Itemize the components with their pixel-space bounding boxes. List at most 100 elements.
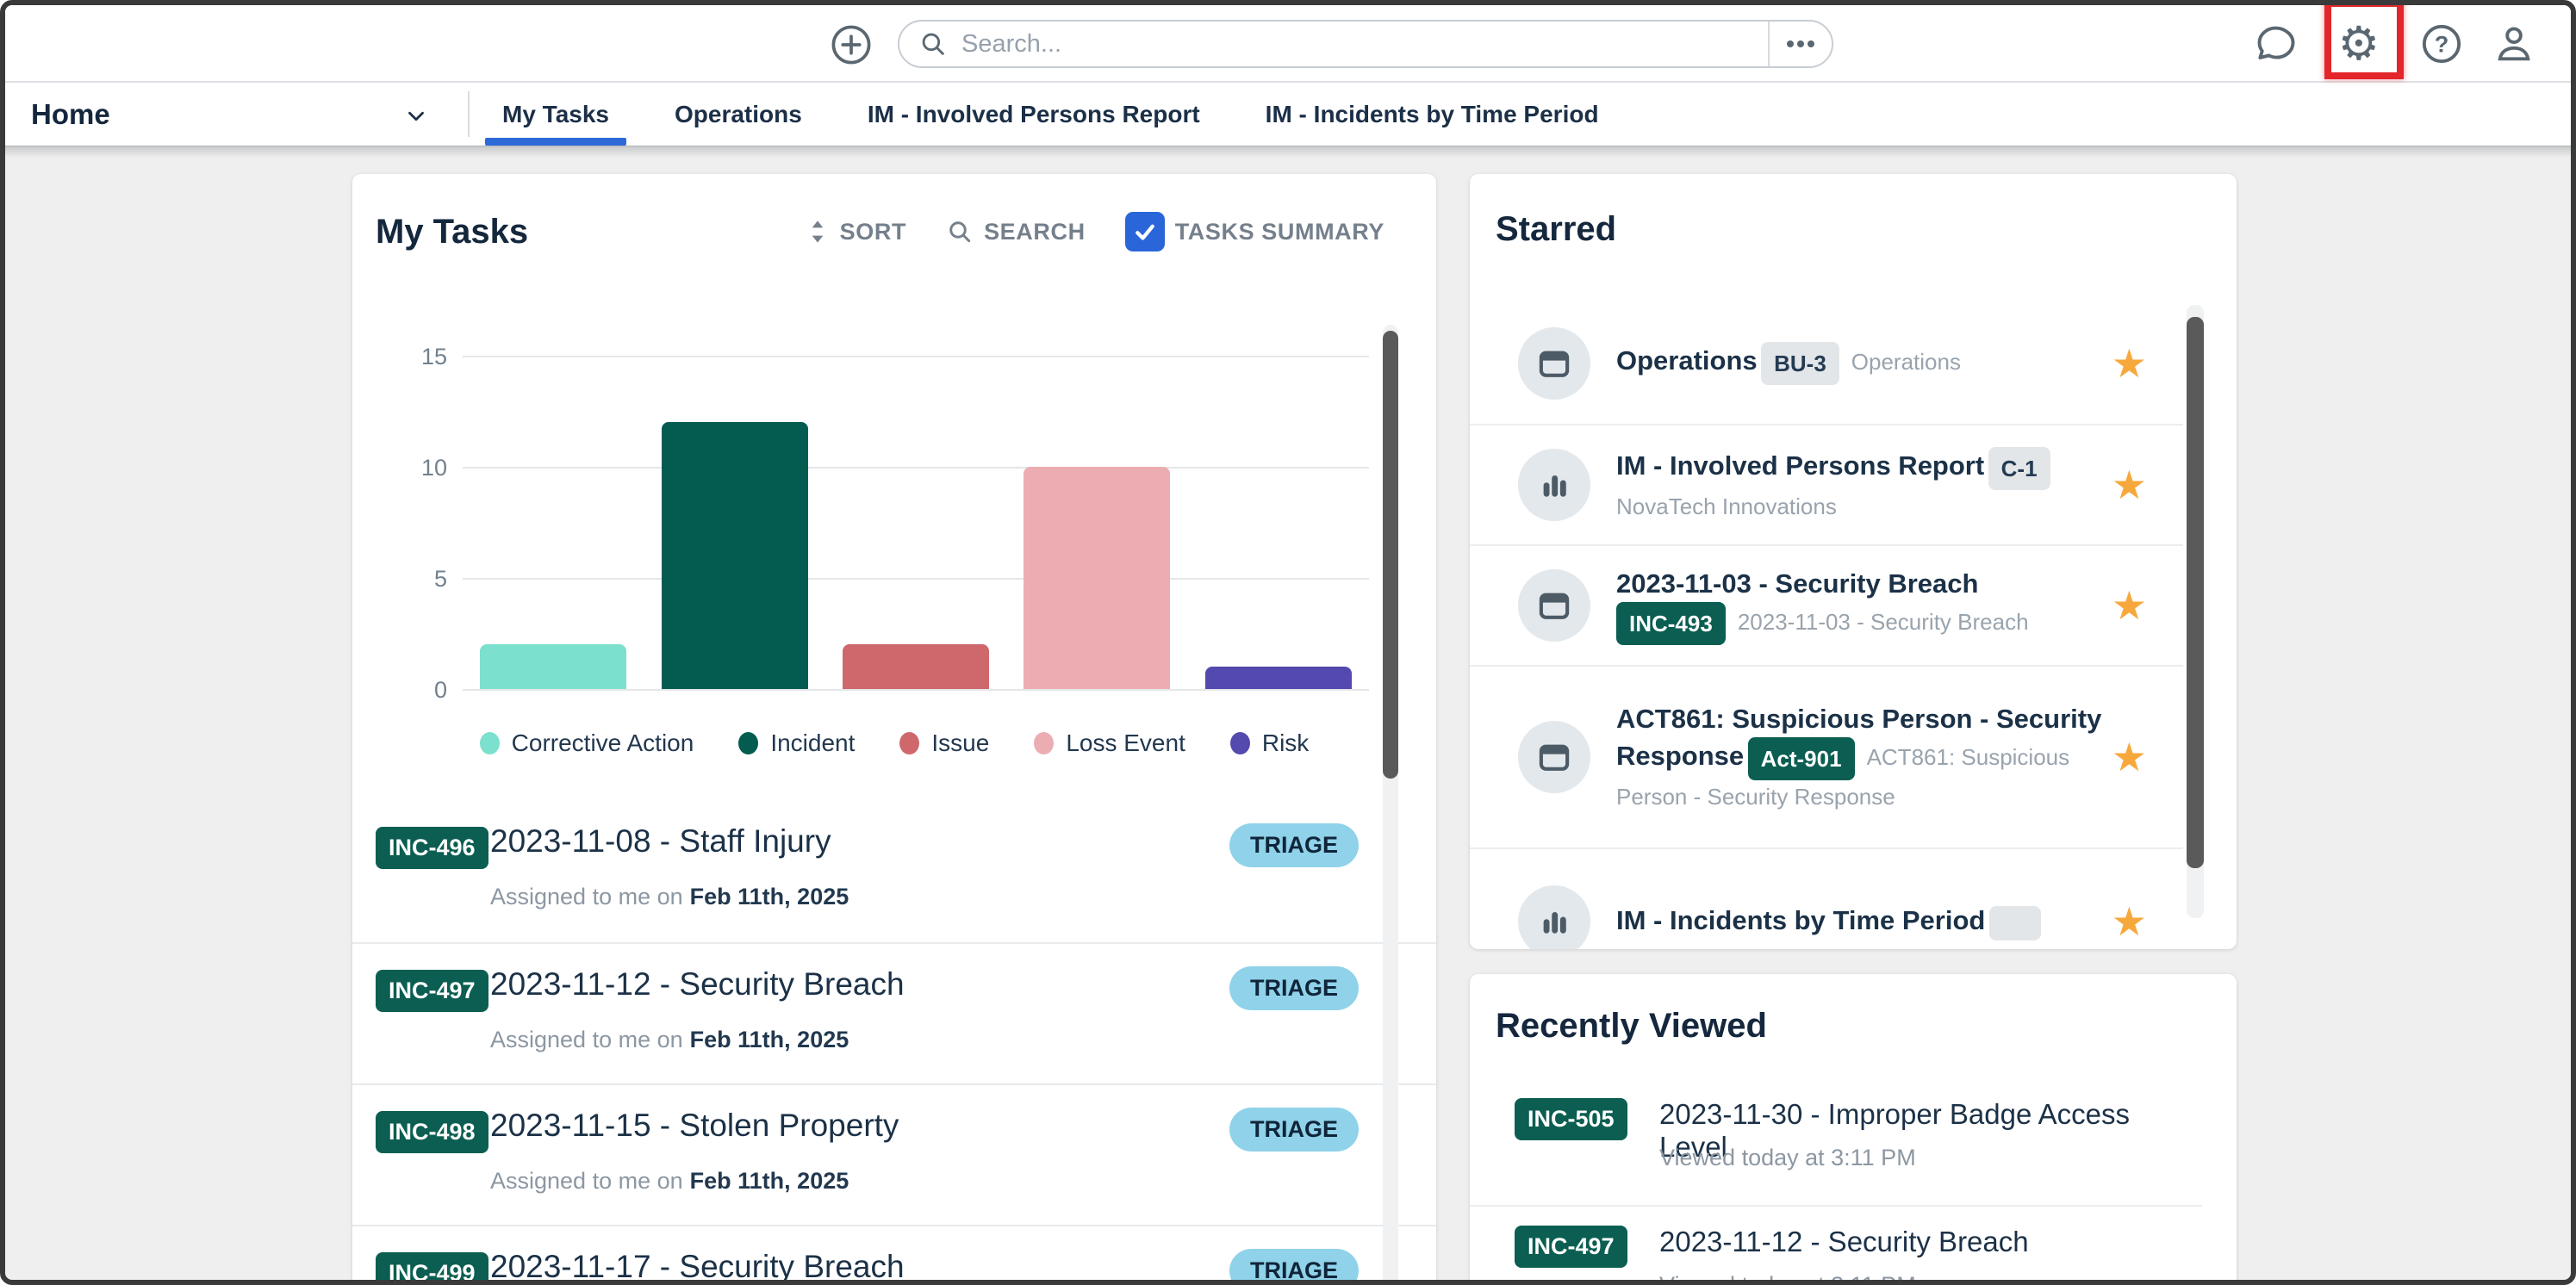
home-label: Home bbox=[31, 97, 110, 130]
legend-item: Corrective Action bbox=[479, 729, 694, 757]
starred-item-text: IM - Involved Persons Report C-1 NovaTech… bbox=[1616, 447, 2103, 523]
starred-item-meta: C-1 NovaTech Innovations bbox=[1616, 447, 2063, 519]
task-status-badge: TRIAGE bbox=[1229, 966, 1359, 1010]
global-search bbox=[898, 20, 1833, 68]
starred-item-badge: C-1 bbox=[1988, 447, 2050, 490]
chat-icon bbox=[2254, 22, 2299, 66]
starred-item-badge: BU-3 bbox=[1761, 342, 1839, 385]
starred-item[interactable]: IM - Incidents by Time Period ★ bbox=[1470, 847, 2183, 949]
scrollbar-thumb[interactable] bbox=[1383, 331, 1398, 779]
nav-tab-im-involved-persons-report[interactable]: IM - Involved Persons Report bbox=[835, 83, 1233, 146]
task-row[interactable]: INC-497 2023-11-12 - Security Breach TRI… bbox=[352, 942, 1436, 1083]
y-axis-tick: 10 bbox=[420, 455, 447, 481]
starred-card: Starred Operations BU-3 Operations bbox=[1470, 174, 2237, 949]
bar-issue[interactable] bbox=[843, 644, 989, 689]
task-id-badge: INC-498 bbox=[376, 1111, 488, 1153]
task-title: 2023-11-15 - Stolen Property bbox=[490, 1108, 899, 1143]
create-button[interactable] bbox=[829, 22, 874, 67]
task-assigned-text: Assigned to me on Feb 11th, 2025 bbox=[490, 1027, 849, 1052]
my-tasks-card: My Tasks SORT SEARCH bbox=[352, 174, 1436, 1280]
star-icon[interactable]: ★ bbox=[2112, 896, 2147, 947]
recent-item-viewed-text: Viewed today at 3:11 PM bbox=[1659, 1272, 1916, 1285]
search-options-button[interactable] bbox=[1768, 22, 1832, 66]
star-icon[interactable]: ★ bbox=[2112, 731, 2147, 783]
star-icon[interactable]: ★ bbox=[2112, 580, 2147, 631]
recently-viewed-item[interactable]: INC-505 2023-11-30 - Improper Badge Acce… bbox=[1470, 1079, 2202, 1205]
home-dropdown[interactable]: Home bbox=[5, 83, 468, 146]
scrollbar-thumb[interactable] bbox=[2187, 317, 2204, 868]
top-bar: ⚙ ? bbox=[5, 5, 2571, 83]
item-avatar bbox=[1518, 449, 1590, 521]
task-id-badge: INC-496 bbox=[376, 827, 488, 869]
nav-bar: Home My Tasks Operations IM - Involved P… bbox=[5, 83, 2571, 158]
task-list: INC-496 2023-11-08 - Staff Injury TRIAGE… bbox=[352, 801, 1436, 1280]
nav-divider bbox=[468, 91, 470, 137]
starred-item-subtitle: 2023-11-03 - Security Breach bbox=[1737, 608, 2029, 635]
star-icon[interactable]: ★ bbox=[2112, 338, 2147, 389]
sort-icon bbox=[806, 218, 830, 245]
starred-item[interactable]: ACT861: Suspicious Person - Security Res… bbox=[1470, 665, 2183, 847]
nav-tab-im-incidents-by-time-period[interactable]: IM - Incidents by Time Period bbox=[1233, 83, 1632, 146]
search-icon bbox=[946, 218, 974, 245]
gridline bbox=[463, 689, 1369, 691]
recent-item-badge: INC-505 bbox=[1515, 1098, 1627, 1140]
nav-tab-label: My Tasks bbox=[502, 100, 609, 127]
bar-incident[interactable] bbox=[661, 422, 808, 689]
nav-tab-my-tasks[interactable]: My Tasks bbox=[470, 83, 642, 146]
item-avatar bbox=[1518, 721, 1590, 793]
starred-item[interactable]: IM - Involved Persons Report C-1 NovaTech… bbox=[1470, 424, 2183, 544]
search-input[interactable] bbox=[948, 29, 1768, 59]
item-avatar bbox=[1518, 327, 1590, 400]
settings-area: ⚙ bbox=[2324, 5, 2404, 79]
legend-dot bbox=[1034, 732, 1055, 754]
nav-tab-operations[interactable]: Operations bbox=[642, 83, 835, 146]
recently-viewed-title: Recently Viewed bbox=[1496, 1007, 1767, 1045]
starred-item-text: 2023-11-03 - Security Breach INC-493 2023… bbox=[1616, 566, 2103, 645]
recently-viewed-card: Recently Viewed INC-505 2023-11-30 - Imp… bbox=[1470, 974, 2237, 1285]
gridline bbox=[463, 578, 1369, 580]
task-row[interactable]: INC-498 2023-11-15 - Stolen Property TRI… bbox=[352, 1083, 1436, 1225]
bar-corrective-action[interactable] bbox=[480, 644, 627, 689]
starred-item-text: Operations BU-3 Operations bbox=[1616, 342, 2103, 385]
chat-button[interactable] bbox=[2254, 22, 2299, 66]
starred-item-badge: Act-901 bbox=[1747, 737, 1855, 780]
bar-loss-event[interactable] bbox=[1024, 467, 1171, 689]
starred-item-title: ACT861: Suspicious Person - Security Res… bbox=[1616, 704, 2102, 771]
starred-item-meta: BU-3 Operations bbox=[1761, 342, 1961, 385]
starred-item-text: ACT861: Suspicious Person - Security Res… bbox=[1616, 701, 2103, 813]
my-tasks-title: My Tasks bbox=[376, 212, 529, 251]
legend-dot bbox=[738, 732, 759, 754]
starred-item-title: 2023-11-03 - Security Breach bbox=[1616, 568, 1979, 599]
help-button[interactable]: ? bbox=[2419, 22, 2464, 66]
task-assigned-text: Assigned to me on Feb 11th, 2025 bbox=[490, 1168, 849, 1194]
sort-button[interactable]: SORT bbox=[806, 218, 906, 245]
tasks-summary-checkbox[interactable] bbox=[1124, 212, 1165, 251]
starred-item[interactable]: 2023-11-03 - Security Breach INC-493 2023… bbox=[1470, 544, 2183, 665]
starred-item[interactable]: Operations BU-3 Operations ★ bbox=[1470, 303, 2183, 424]
starred-title: Starred bbox=[1496, 210, 1617, 248]
tasks-summary-toggle[interactable]: TASKS SUMMARY bbox=[1124, 212, 1384, 251]
star-icon[interactable]: ★ bbox=[2112, 459, 2147, 511]
starred-item-title: Operations bbox=[1616, 345, 1758, 376]
person-icon bbox=[2492, 22, 2536, 66]
question-circle-icon: ? bbox=[2419, 22, 2464, 66]
recent-item-badge: INC-497 bbox=[1515, 1226, 1627, 1268]
top-bar-actions: ⚙ ? bbox=[2254, 5, 2536, 83]
nav-tabs: My Tasks Operations IM - Involved Person… bbox=[470, 83, 1632, 146]
task-row[interactable]: INC-496 2023-11-08 - Staff Injury TRIAGE… bbox=[352, 801, 1436, 942]
profile-button[interactable] bbox=[2492, 22, 2536, 66]
settings-button[interactable]: ⚙ bbox=[2338, 21, 2380, 67]
recent-item-viewed-text: Viewed today at 3:11 PM bbox=[1659, 1145, 1916, 1170]
recently-viewed-item[interactable]: INC-497 2023-11-12 - Security Breach Vie… bbox=[1470, 1205, 2202, 1285]
starred-item-subtitle: NovaTech Innovations bbox=[1616, 494, 1837, 519]
bar-chart-icon bbox=[1535, 466, 1573, 504]
bar-risk[interactable] bbox=[1204, 667, 1352, 689]
task-row[interactable]: INC-499 2023-11-17 - Security Breach TRI… bbox=[352, 1225, 1436, 1280]
starred-list: Operations BU-3 Operations ★ bbox=[1470, 303, 2237, 949]
legend-dot bbox=[1229, 732, 1250, 754]
gear-icon: ⚙ bbox=[2337, 18, 2380, 70]
bar-chart-icon bbox=[1535, 903, 1573, 940]
app-window-icon bbox=[1535, 738, 1573, 776]
search-tasks-button[interactable]: SEARCH bbox=[946, 218, 1086, 245]
legend-item: Loss Event bbox=[1034, 729, 1185, 757]
